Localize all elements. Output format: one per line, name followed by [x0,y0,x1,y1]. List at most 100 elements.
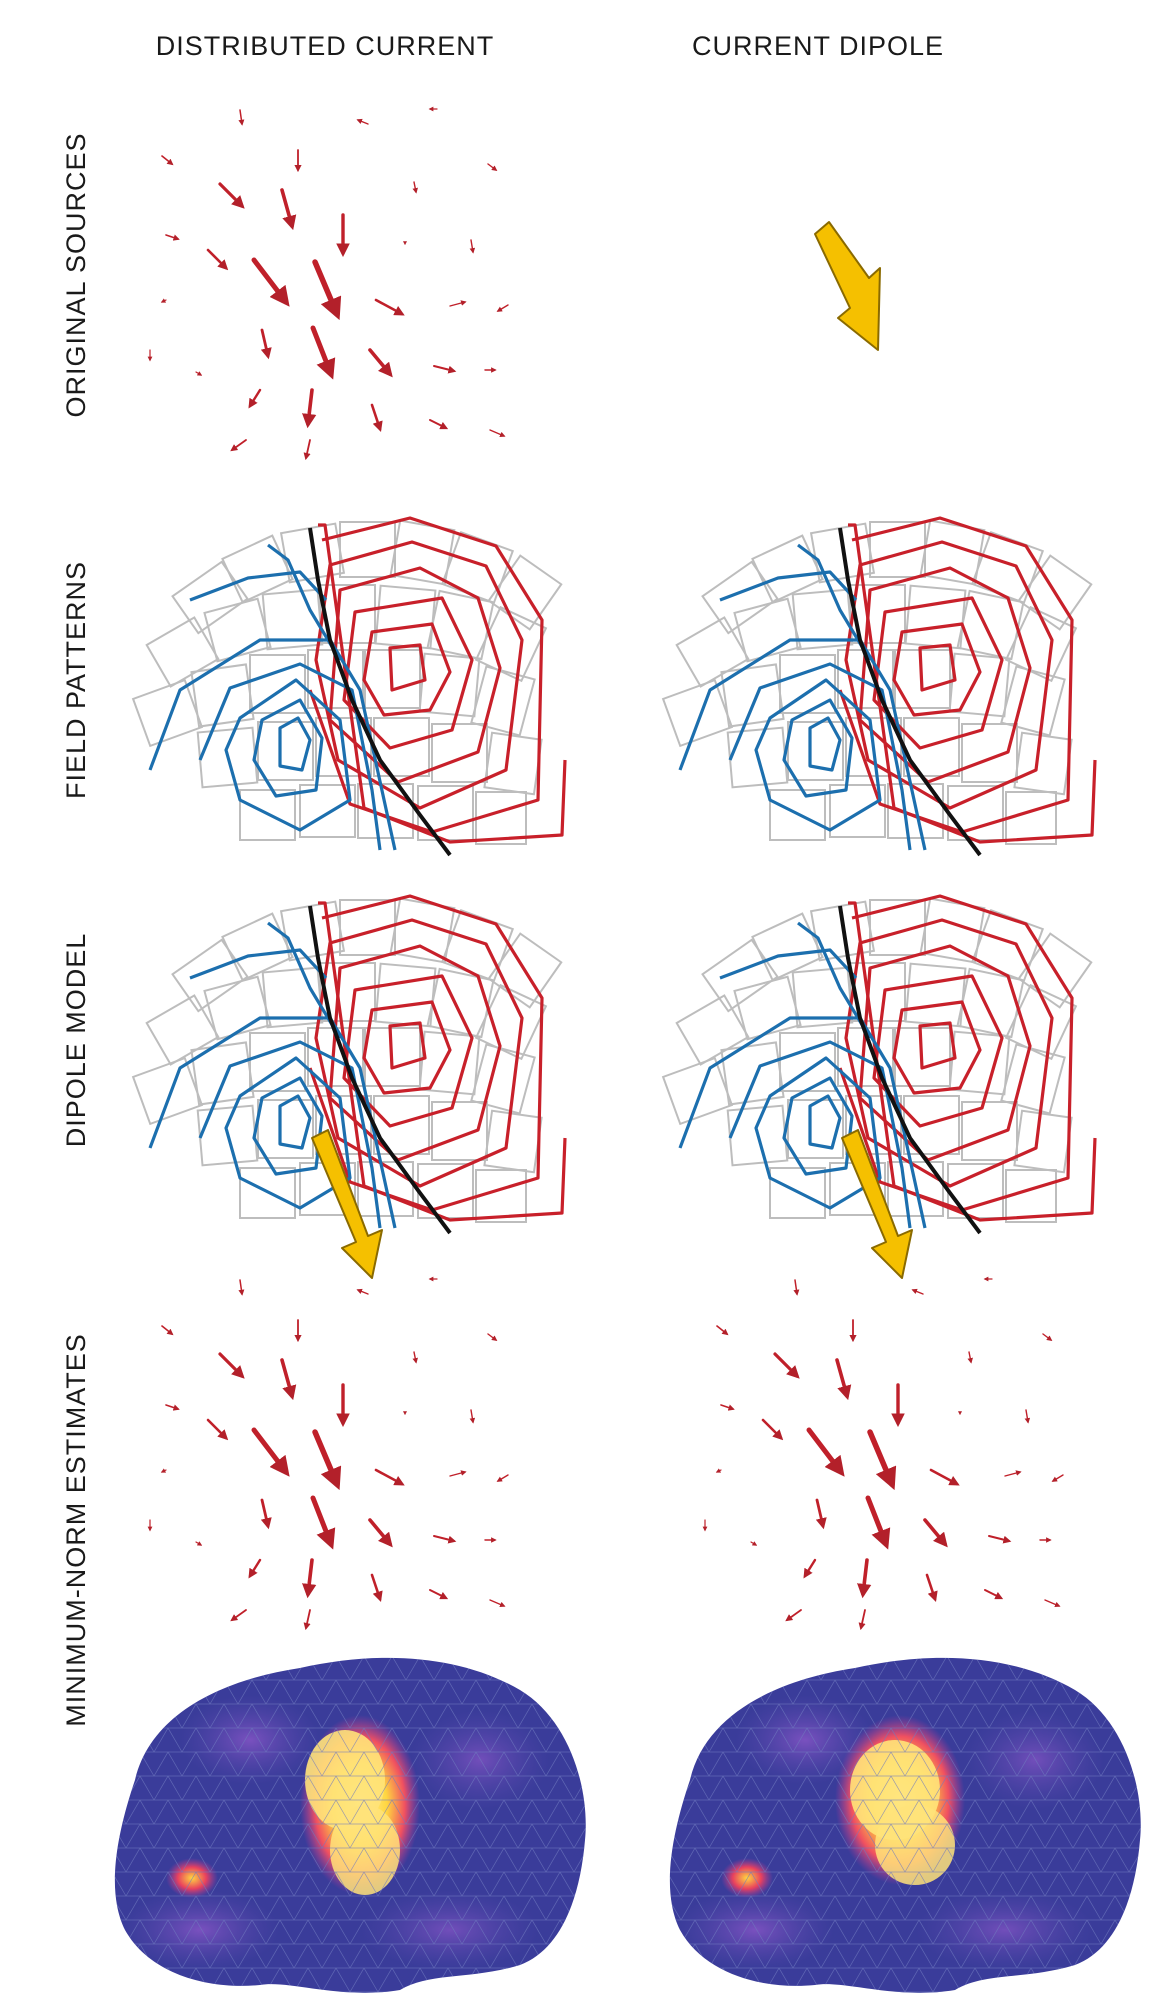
zero-line [838,527,982,857]
vector-arrow [218,182,245,209]
sensor-cell [374,962,437,1028]
positive-contours [838,516,1097,844]
sensor-cell [470,665,536,737]
sensor-cell [426,967,495,1039]
row-title-original-sources: ORIGINAL SOURCES [61,132,91,417]
sensor-cell [190,663,255,728]
sensor-cell [431,1101,488,1161]
contour-line [797,921,872,1039]
sensor-cell [319,962,376,1022]
vector-arrow [370,1573,383,1602]
vector-arrow [469,1409,476,1424]
contour-line [318,523,567,844]
vector-arrow [368,1518,393,1548]
contour-line [754,678,882,832]
vector-arrow [715,1468,722,1473]
vector-arrow [302,388,317,429]
contour-line [267,543,342,661]
contour-line [252,1076,324,1176]
vector-arrow [312,1429,342,1491]
contour-line [342,974,474,1128]
contour-line [252,698,324,798]
sensor-cell [171,938,249,1013]
vector-arrow [195,1541,203,1546]
vector-arrow [312,259,342,321]
vector-arrow [1051,1474,1064,1482]
contour-line [892,1000,982,1095]
sensor-cell [1013,731,1073,796]
negative-contours [678,543,927,851]
vector-arrow [206,248,229,271]
vector-arrow [716,1325,729,1336]
sensor-cell [171,560,249,635]
contour-line [388,1021,427,1070]
vector-arrow [925,1573,938,1602]
contour-line [719,570,858,602]
vector-arrow [303,439,311,461]
vector-field-estimate-left [147,1276,509,1631]
sensor-cell [257,721,314,781]
sensor-cell [769,1167,826,1219]
cortex-surface-left [114,1657,586,1993]
row-title-dipole-model: DIPOLE MODEL [61,933,91,1148]
contour-line [148,1016,397,1229]
vector-arrow [370,403,383,432]
contour-line [872,974,1004,1128]
vector-arrow [374,298,405,316]
contour-line [844,540,1054,810]
vector-arrow [489,1599,506,1608]
vector-arrow [248,388,262,409]
positive-contours [308,516,567,844]
vector-arrow [260,1498,272,1530]
sensor-cell [675,994,750,1066]
contour-line [278,1094,312,1150]
vector-arrow [310,325,336,380]
vector-arrow [165,234,180,241]
sensor-cell [769,789,826,841]
vector-arrow [1044,1599,1061,1608]
contour-line [342,596,474,750]
dipole-arrow [841,1129,913,1279]
vector-arrow [161,155,174,166]
column-title-current-dipole: CURRENT DIPOLE [692,31,944,61]
contour-line [362,1000,452,1095]
sensor-cell [961,723,1018,783]
vector-arrow [356,1288,369,1295]
vector-arrow [251,1427,290,1477]
vector-arrow [923,1518,948,1548]
contour-line [678,638,927,851]
contour-line [224,678,352,832]
contour-line [782,698,854,798]
contour-line [872,596,1004,750]
sensor-cell [675,616,750,688]
vector-arrow [773,1352,800,1379]
zero-line [838,905,982,1235]
vector-arrow [260,328,272,360]
sensor-cell [701,938,779,1013]
sensor-cell [203,597,272,663]
vector-arrow [433,1535,457,1544]
vector-arrow [487,163,498,172]
row-title-field-patterns: FIELD PATTERNS [61,561,91,799]
sensor-cell [190,1041,255,1106]
vector-arrow [867,1429,897,1491]
negative-contours [148,543,397,851]
sensor-cell [829,784,886,838]
vector-arrow [496,1474,509,1482]
vector-field-estimate-right [702,1276,1064,1631]
contour-line [314,540,524,810]
sensor-cell [849,584,906,644]
vector-arrow [230,1609,247,1622]
sensor-cell [701,560,779,635]
negative-contours [148,921,397,1229]
contour-line [808,716,842,772]
sensor-cell [733,975,802,1041]
dipole-model-map-left [131,894,567,1279]
contour-line [848,901,1097,1222]
surface-mesh [669,1657,1141,1993]
vector-arrow [487,1333,498,1342]
contour-line [198,662,382,851]
vector-arrow [449,1470,467,1477]
sensor-cell [131,1056,204,1126]
